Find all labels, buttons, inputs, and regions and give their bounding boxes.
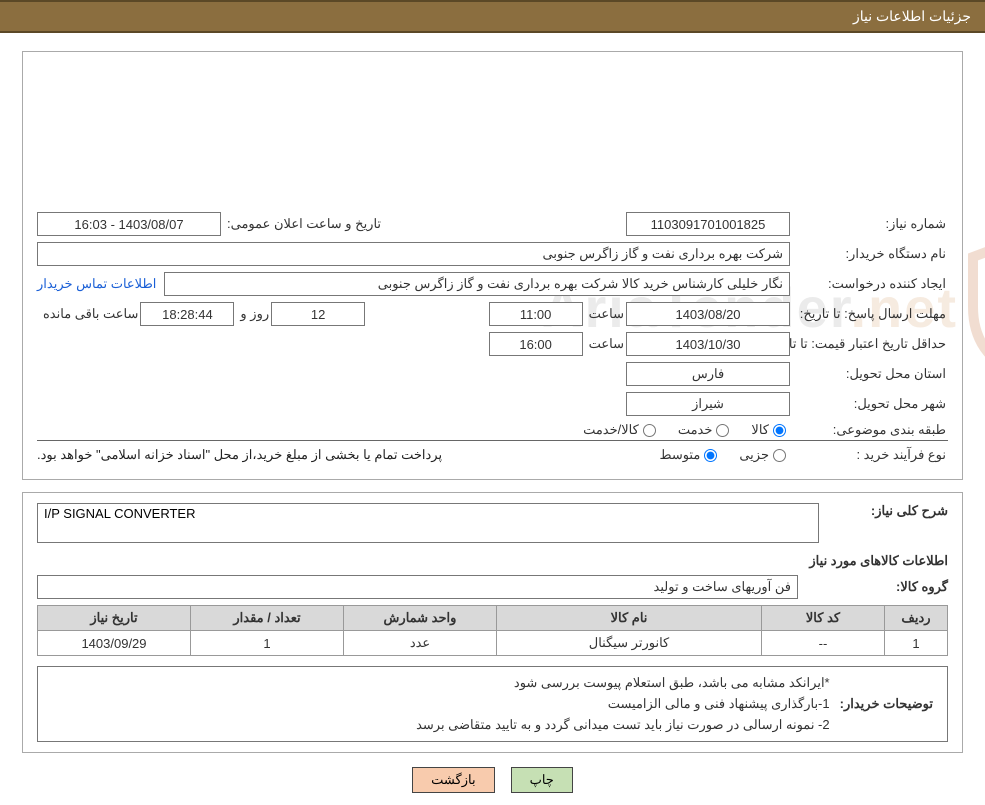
cat-service-label: خدمت (678, 422, 713, 438)
content: AriaTender.net شماره نیاز: 1103091701001… (0, 33, 985, 805)
city-value: شیراز (626, 392, 790, 416)
requester-value: نگار خلیلی کارشناس خرید کالا شرکت بهره ب… (164, 272, 790, 296)
announce-label: تاریخ و ساعت اعلان عمومی: (221, 216, 383, 232)
price-valid-date: 1403/10/30 (626, 332, 790, 356)
buyer-notes-label: توضیحات خریدار: (830, 696, 939, 712)
buyer-label: نام دستگاه خریدار: (790, 246, 948, 262)
proc-minor-option[interactable]: جزیی (739, 447, 790, 463)
category-label: طبقه بندی موضوعی: (790, 422, 948, 438)
process-label: نوع فرآیند خرید : (790, 447, 948, 463)
table-header: تعداد / مقدار (191, 606, 344, 631)
cat-goods-radio[interactable] (773, 424, 786, 437)
proc-medium-option[interactable]: متوسط (659, 447, 721, 463)
items-header: اطلاعات کالاهای مورد نیاز (809, 553, 948, 569)
price-valid-time: 16:00 (489, 332, 583, 356)
requester-label: ایجاد کننده درخواست: (790, 276, 948, 292)
buyer-contact-link[interactable]: اطلاعات تماس خریدار (37, 276, 156, 292)
need-no-label: شماره نیاز: (790, 216, 948, 232)
table-cell: -- (762, 631, 885, 656)
table-header: تاریخ نیاز (38, 606, 191, 631)
group-label: گروه کالا: (798, 579, 948, 595)
hms-remaining: 18:28:44 (140, 302, 234, 326)
cat-service-radio[interactable] (716, 424, 729, 437)
items-table: ردیفکد کالانام کالاواحد شمارشتعداد / مقد… (37, 605, 948, 656)
payment-note: پرداخت تمام یا بخشی از مبلغ خرید،از محل … (37, 447, 442, 463)
reply-deadline-time: 11:00 (489, 302, 583, 326)
cat-service-option[interactable]: خدمت (678, 422, 734, 438)
table-cell: کانورتر سیگنال (497, 631, 762, 656)
cat-both-option[interactable]: کالا/خدمت (583, 422, 660, 438)
remain-label: ساعت باقی مانده (37, 306, 140, 322)
page-title: جزئیات اطلاعات نیاز (853, 8, 971, 24)
buyer-notes-box: توضیحات خریدار: *ایرانکد مشابه می باشد، … (37, 666, 948, 742)
announce-value: 1403/08/07 - 16:03 (37, 212, 221, 236)
need-desc-value: I/P SIGNAL CONVERTER (37, 503, 819, 543)
table-row: 1--کانورتر سیگنالعدد11403/09/29 (38, 631, 948, 656)
cat-goods-label: کالا (751, 422, 769, 438)
table-header: کد کالا (762, 606, 885, 631)
buyer-value: شرکت بهره برداری نفت و گاز زاگرس جنوبی (37, 242, 790, 266)
back-button[interactable]: بازگشت (412, 767, 494, 793)
table-cell: 1403/09/29 (38, 631, 191, 656)
table-header: واحد شمارش (344, 606, 497, 631)
page-header: جزئیات اطلاعات نیاز (0, 0, 985, 33)
cat-both-label: کالا/خدمت (583, 422, 639, 438)
table-header: ردیف (885, 606, 948, 631)
items-panel: شرح کلی نیاز: I/P SIGNAL CONVERTER اطلاع… (22, 492, 963, 753)
days-label: روز و (234, 306, 271, 322)
time-label-2: ساعت (583, 336, 626, 352)
table-cell: عدد (344, 631, 497, 656)
proc-medium-label: متوسط (659, 447, 700, 463)
shield-icon (958, 232, 985, 382)
province-label: استان محل تحویل: (790, 366, 948, 382)
need-desc-label: شرح کلی نیاز: (819, 503, 948, 519)
need-no-value: 1103091701001825 (626, 212, 790, 236)
reply-deadline-label: مهلت ارسال پاسخ: تا تاریخ: (790, 306, 948, 322)
city-label: شهر محل تحویل: (790, 396, 948, 412)
price-valid-label: حداقل تاریخ اعتبار قیمت: تا تاریخ: (790, 336, 948, 352)
province-value: فارس (626, 362, 790, 386)
reply-deadline-date: 1403/08/20 (626, 302, 790, 326)
info-panel: AriaTender.net شماره نیاز: 1103091701001… (22, 51, 963, 480)
cat-goods-option[interactable]: کالا (751, 422, 790, 438)
group-value: فن آوریهای ساخت و تولید (37, 575, 798, 599)
proc-minor-radio[interactable] (773, 449, 786, 462)
proc-minor-label: جزیی (739, 447, 769, 463)
buyer-notes-text: *ایرانکد مشابه می باشد، طبق استعلام پیوس… (46, 673, 830, 735)
print-button[interactable]: چاپ (511, 767, 573, 793)
table-cell: 1 (885, 631, 948, 656)
cat-both-radio[interactable] (643, 424, 656, 437)
days-remaining: 12 (271, 302, 365, 326)
table-header: نام کالا (497, 606, 762, 631)
time-label-1: ساعت (583, 306, 626, 322)
button-bar: چاپ بازگشت (22, 767, 963, 793)
table-cell: 1 (191, 631, 344, 656)
proc-medium-radio[interactable] (704, 449, 717, 462)
